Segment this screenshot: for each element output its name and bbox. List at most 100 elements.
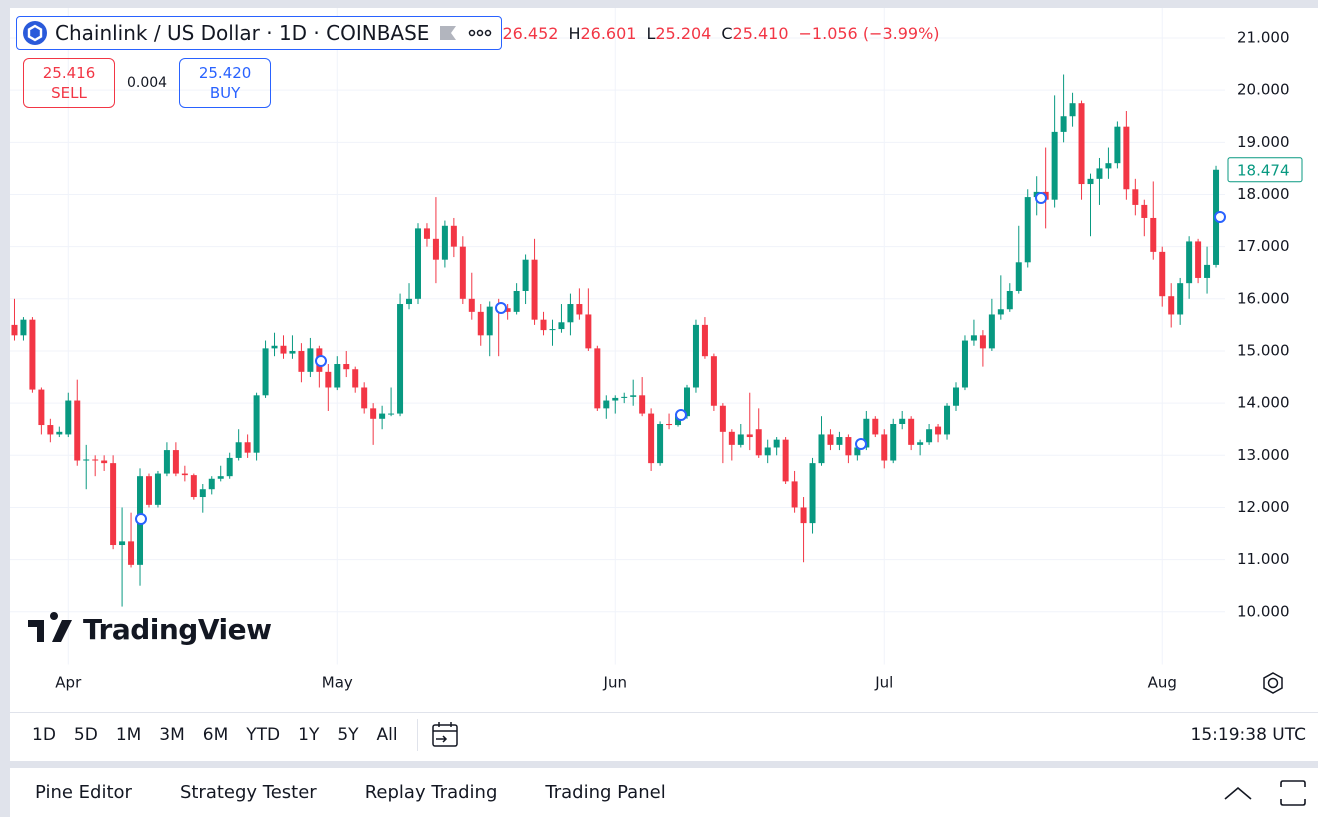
candle-body [863,418,870,448]
open-value: 26.452 [502,23,559,43]
date-range-icon[interactable] [430,720,460,750]
candle-body [854,447,861,456]
candle-body [486,306,493,336]
event-marker [315,355,327,367]
candle-body [1051,131,1058,200]
range-button[interactable]: 1Y [298,725,320,745]
flag-icon[interactable] [437,23,459,43]
y-tick-label: 15.000 [1237,341,1290,359]
logo: TradingView [28,612,272,646]
candle-body [1024,197,1031,263]
candle-body [280,345,287,354]
candle-body [352,369,359,388]
candle-body [657,424,664,464]
candle-body [979,335,986,349]
candle-body [1159,251,1166,297]
range-button[interactable]: All [376,725,398,745]
candle-body [1123,126,1130,190]
candle-body [56,431,63,435]
y-tick-label: 17.000 [1237,237,1290,255]
panel-tab[interactable]: Pine Editor [35,782,132,803]
candle-body [334,364,341,388]
candle-body [244,442,251,453]
candle-body [827,434,834,445]
clock: 15:19:38 UTC [1190,725,1306,745]
candle-body [128,541,135,565]
panel-tab[interactable]: Replay Trading [364,782,498,803]
candle-body [908,418,915,445]
sell-price: 25.416 [42,64,96,82]
candle-body [612,397,619,401]
range-button[interactable]: 1D [32,725,56,745]
candle-body [1087,178,1094,185]
candle-body [1105,163,1112,169]
candle-body [11,324,18,336]
candle-body [397,304,404,414]
candle-body [38,389,45,426]
candle-body [683,387,690,417]
candle-body [190,475,197,498]
symbol-box[interactable]: Chainlink / US Dollar · 1D · COINBASE [16,16,503,50]
x-tick-label: Jun [603,674,627,692]
candle-body [737,434,744,445]
range-button[interactable]: 5Y [337,725,359,745]
range-button[interactable]: 1M [115,725,142,745]
candle-body [406,298,413,305]
maximize-icon[interactable] [1278,778,1308,808]
panel-tab[interactable]: Trading Panel [545,782,666,803]
candle-body [325,371,332,388]
y-tick-label: 19.000 [1237,133,1290,151]
ohlc-value: 26.601 [580,23,637,43]
candle-body [459,246,466,299]
panel-tab[interactable]: Strategy Tester [179,782,317,803]
x-tick-label: Aug [1148,674,1177,692]
candle-body [199,489,206,498]
candle-body [899,418,906,425]
candle-body [567,304,574,323]
ohlc-item: C25.410 [721,24,788,43]
x-tick-label: May [322,674,353,692]
ohlc-item: H26.601 [568,24,636,43]
candle-body [558,322,565,330]
y-tick-label: 20.000 [1237,81,1290,99]
candle-body [1060,116,1067,132]
candle-body [289,350,296,354]
candle-body [253,395,260,453]
candle-body [935,426,942,435]
sell-label: SELL [51,84,87,102]
more-icon[interactable] [467,23,493,43]
candle-body [540,319,547,331]
candle-body [370,408,377,419]
buy-button[interactable]: 25.420 BUY [179,58,272,108]
y-tick-label: 21.000 [1237,28,1290,46]
candle-body [531,259,538,320]
candle-body [262,348,269,396]
y-tick-label: 10.000 [1237,602,1290,620]
candle-body [522,259,529,291]
logo-text: TradingView [83,613,271,646]
collapse-icon[interactable] [1222,781,1254,805]
candle-body [1177,283,1184,315]
candle-body [83,459,90,461]
candle-body [746,434,753,438]
candle-body [621,396,628,398]
candle-body [692,324,699,388]
range-button[interactable]: 6M [202,725,229,745]
candle-body [379,413,386,419]
sell-button[interactable]: 25.416 SELL [23,58,115,108]
candle-body [172,450,179,474]
candle-body [1186,241,1193,284]
range-button[interactable]: 5D [73,725,98,745]
range-button[interactable]: YTD [246,725,281,745]
ohlc-value: 25.204 [655,23,712,43]
candle-body [414,228,421,299]
separator [416,719,418,751]
candle-body [630,395,637,397]
candle-body [208,478,215,490]
candle-body [764,447,771,456]
ohlc-item: L25.204 [646,24,711,43]
range-button[interactable]: 3M [159,725,185,745]
range-toolbar: 1D 5D 1M 3M 6M YTD 1Y 5Y All 15:19:38 UTC [10,712,1318,757]
candle-body [549,329,556,331]
